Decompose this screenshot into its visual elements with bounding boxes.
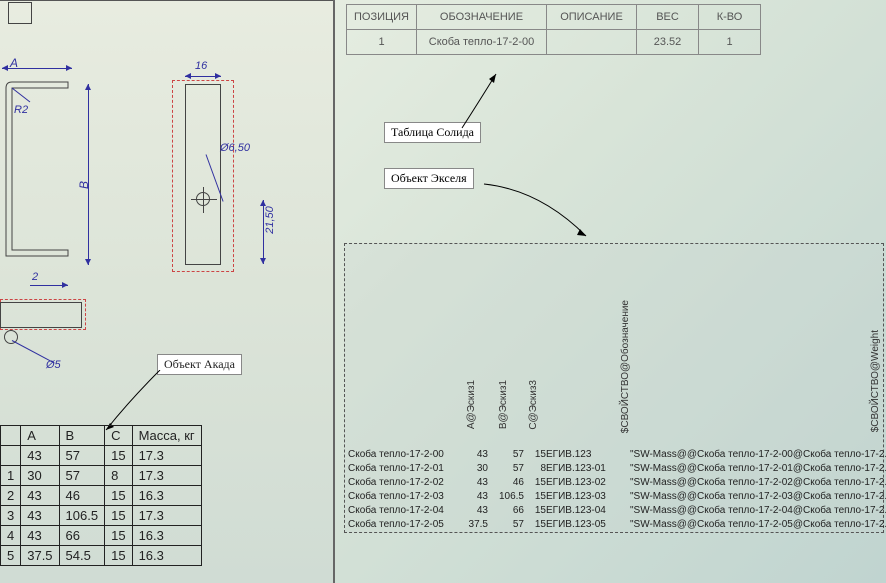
table-row: 537.554.51516.3 <box>1 546 202 566</box>
bracket-profile <box>2 78 74 268</box>
mass-table-header: Масса, кг <box>132 426 201 446</box>
dim-d650: Ø6,50 <box>220 142 250 154</box>
excel-col-b: B@Эскиз1 <box>498 380 509 429</box>
excel-arrow <box>480 180 600 250</box>
dim-16: 16 <box>195 60 207 72</box>
label-excel[interactable]: Объект Экселя <box>384 168 474 189</box>
dim-16-line <box>185 76 221 77</box>
table-row: 243461516.3 <box>1 486 202 506</box>
table-row: 13057817.3 <box>1 466 202 486</box>
excel-row: Скоба тепло-17-2-02434615ЕГИВ.123-02"SW-… <box>348 476 886 490</box>
solid-table-header: ОБОЗНАЧЕНИЕ <box>417 5 547 30</box>
plate-view <box>185 84 221 265</box>
solid-table-cell: Скоба тепло-17-2-00 <box>417 30 547 55</box>
drawing-panel: A R2 B 2 16 Ø6,50 21,50 Ø5 Объект Акада … <box>0 0 335 583</box>
mass-table: ABCМасса, кг 43571517.313057817.32434615… <box>0 425 202 566</box>
hole-d650 <box>196 192 210 206</box>
solid-table-header: ОПИСАНИЕ <box>547 5 637 30</box>
dim-d5: Ø5 <box>46 359 61 371</box>
excel-row: Скоба тепло-17-2-0537.55715ЕГИВ.123-05"S… <box>348 518 886 532</box>
dim-2150-line <box>263 200 264 264</box>
solid-table-header: ПОЗИЦИЯ <box>347 5 417 30</box>
dim-r2: R2 <box>14 104 28 116</box>
excel-row: Скоба тепло-17-2-04436615ЕГИВ.123-04"SW-… <box>348 504 886 518</box>
dim-2: 2 <box>32 271 38 283</box>
drawing-top-rect <box>8 2 32 24</box>
mass-table-header: A <box>21 426 59 446</box>
solid-table-cell: 1 <box>699 30 761 55</box>
solid-table-header: К-ВО <box>699 5 761 30</box>
excel-col-c: C@Эскиз3 <box>528 380 539 430</box>
mass-table-header: B <box>59 426 105 446</box>
dim-2150: 21,50 <box>264 206 276 234</box>
mass-table-header: C <box>105 426 132 446</box>
excel-data-grid: Скоба тепло-17-2-00435715ЕГИВ.123"SW-Mas… <box>348 448 886 532</box>
excel-row: Скоба тепло-17-2-00435715ЕГИВ.123"SW-Mas… <box>348 448 886 462</box>
table-row: 443661516.3 <box>1 526 202 546</box>
solid-table-cell: 23.52 <box>637 30 699 55</box>
solid-table: ПОЗИЦИЯОБОЗНАЧЕНИЕОПИСАНИЕВЕСК-ВО 1Скоба… <box>346 4 761 55</box>
table-row: 343106.51517.3 <box>1 506 202 526</box>
small-rect-2 <box>0 302 82 328</box>
excel-col-a: A@Эскиз1 <box>466 380 477 429</box>
table-row: 43571517.3 <box>1 446 202 466</box>
solid-table-cell <box>547 30 637 55</box>
excel-col-obo: $СВОЙСТВО@Обозначение <box>620 300 631 433</box>
solid-table-header: ВЕС <box>637 5 699 30</box>
solid-arrow <box>460 70 530 140</box>
excel-row: Скоба тепло-17-2-0343106.515ЕГИВ.123-03"… <box>348 490 886 504</box>
dim-2-line <box>30 285 68 286</box>
dim-b-line <box>88 84 89 265</box>
solid-table-cell: 1 <box>347 30 417 55</box>
excel-row: Скоба тепло-17-2-0130578ЕГИВ.123-01"SW-M… <box>348 462 886 476</box>
dim-a-line <box>2 68 72 69</box>
excel-col-weight: $СВОЙСТВО@Weight <box>870 330 881 432</box>
